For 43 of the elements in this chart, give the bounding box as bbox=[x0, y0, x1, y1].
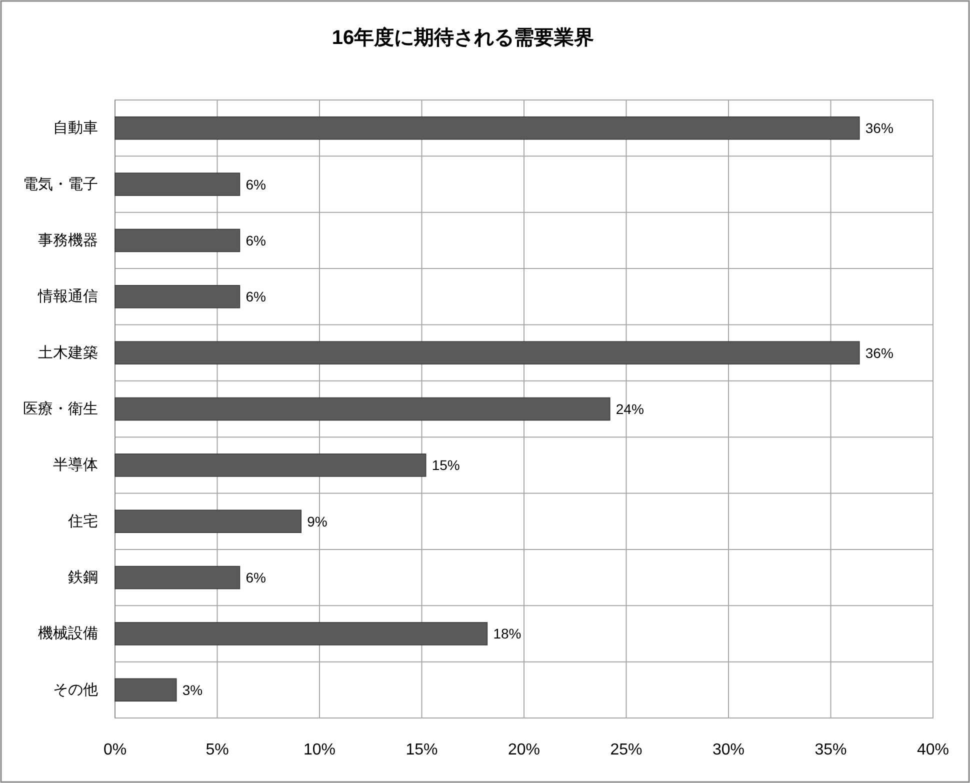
bar bbox=[114, 622, 488, 646]
y-tick-label: 半導体 bbox=[53, 456, 98, 474]
x-tick-label: 15% bbox=[406, 742, 438, 758]
data-label: 6% bbox=[246, 232, 266, 248]
y-tick-label: 住宅 bbox=[67, 512, 98, 530]
x-tick-label: 40% bbox=[916, 742, 950, 758]
bar bbox=[114, 510, 302, 533]
bar bbox=[114, 341, 860, 364]
y-tick-label: 自動車 bbox=[53, 120, 98, 137]
bar bbox=[114, 566, 240, 590]
data-label: 9% bbox=[307, 513, 328, 530]
y-tick-label: その他 bbox=[53, 681, 98, 698]
x-tick-label: 0% bbox=[103, 742, 127, 758]
data-label: 15% bbox=[432, 457, 460, 474]
y-tick-label: 医療・衛生 bbox=[23, 400, 98, 418]
data-label: 24% bbox=[616, 401, 644, 417]
data-label: 3% bbox=[182, 682, 203, 698]
x-tick-label: 10% bbox=[303, 742, 336, 758]
data-label: 18% bbox=[493, 626, 522, 642]
x-tick-label: 25% bbox=[610, 742, 642, 758]
y-tick-label: 鉄鋼 bbox=[68, 569, 98, 586]
bar bbox=[114, 285, 240, 308]
x-tick-label: 35% bbox=[814, 742, 847, 758]
y-tick-label: 情報通信 bbox=[37, 288, 98, 306]
data-label: 36% bbox=[865, 344, 894, 361]
y-tick-label: 電気・電子 bbox=[23, 176, 98, 193]
bar bbox=[114, 454, 426, 477]
y-tick-label: 事務機器 bbox=[38, 232, 98, 249]
data-label: 6% bbox=[246, 176, 266, 192]
chart-title: 16年度に期待される需要業界 bbox=[332, 26, 594, 49]
y-tick-label: 土木建築 bbox=[38, 344, 98, 362]
x-tick-label: 20% bbox=[508, 742, 540, 758]
bar bbox=[114, 228, 240, 252]
bar bbox=[114, 397, 610, 421]
data-label: 6% bbox=[246, 288, 266, 305]
bar bbox=[114, 116, 860, 140]
x-tick-label: 30% bbox=[712, 742, 745, 758]
y-tick-label: 機械設備 bbox=[38, 625, 98, 642]
bar bbox=[114, 172, 240, 196]
data-label: 36% bbox=[865, 120, 894, 136]
x-tick-label: 5% bbox=[206, 742, 229, 758]
bar bbox=[114, 678, 177, 702]
data-label: 6% bbox=[246, 570, 266, 586]
